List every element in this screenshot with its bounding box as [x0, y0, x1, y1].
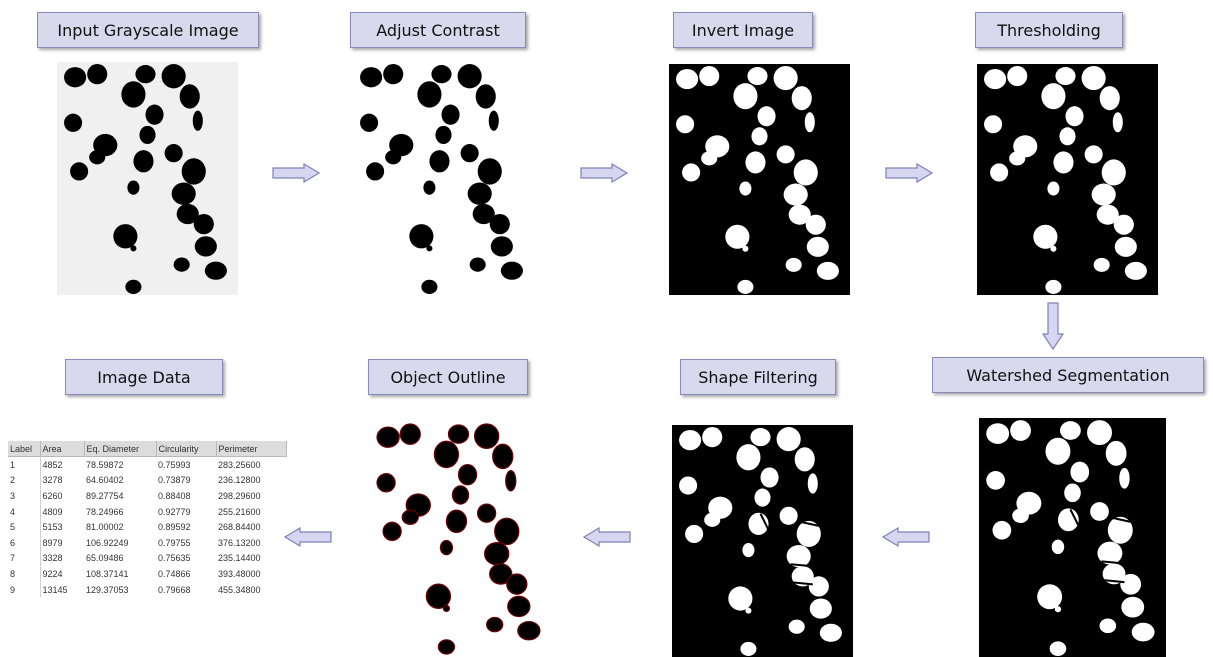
table-cell: 6260	[42, 490, 63, 501]
table-cell: 9	[8, 581, 41, 598]
table-row: 5 5153 81.00002 0.89592 268.84400	[8, 519, 286, 535]
table-cell: 5153	[42, 522, 63, 533]
label-object-outline: Object Outline	[368, 359, 528, 395]
table-cell: 0.79755	[158, 537, 191, 548]
table-header-row: Label Area Eq. Diameter Circularity Peri…	[8, 441, 287, 457]
table-cell: 4852	[42, 459, 63, 470]
table-cell: 0.89592	[158, 522, 191, 533]
table-cell: 1	[8, 456, 41, 473]
image-data-table: Label Area Eq. Diameter Circularity Peri…	[8, 441, 287, 598]
table-cell: 65.09486	[86, 553, 124, 564]
arrow-right-icon	[272, 163, 320, 183]
table-cell: 81.00002	[86, 522, 124, 533]
table-cell: 283.25600	[218, 459, 261, 470]
table-row: 9 13145 129.37053 0.79668 455.34800	[8, 581, 286, 598]
table-cell: 0.75993	[158, 459, 191, 470]
table-cell: 0.92779	[158, 506, 191, 517]
table-cell: 0.74866	[158, 568, 191, 579]
table-cell: 268.84400	[218, 522, 261, 533]
table-cell: 3278	[42, 475, 63, 486]
table-cell: 3328	[42, 553, 63, 564]
label-input-grayscale: Input Grayscale Image	[37, 12, 259, 48]
table-row: 2 3278 64.60402 0.73879 236.12800	[8, 472, 286, 489]
table-cell: 0.73879	[158, 475, 191, 486]
table-cell: 129.37053	[86, 584, 129, 595]
table-row: 3 6260 89.27754 0.88408 298.29600	[8, 488, 286, 504]
table-row: 6 8979 106.92249 0.79755 376.13200	[8, 534, 286, 551]
column-header: Eq. Diameter	[84, 441, 157, 457]
table-cell: 4	[8, 503, 41, 520]
table-cell: 236.12800	[218, 475, 261, 486]
table-cell: 255.21600	[218, 506, 261, 517]
table-cell: 2	[8, 472, 41, 489]
table-cell: 78.59872	[86, 459, 124, 470]
table-cell: 6	[8, 534, 41, 551]
table-cell: 108.37141	[86, 568, 129, 579]
table-cell: 0.79668	[158, 584, 191, 595]
label-shape-filtering: Shape Filtering	[680, 359, 836, 395]
table-cell: 8979	[42, 537, 63, 548]
table-cell: 4809	[42, 506, 63, 517]
arrow-right-icon	[580, 163, 628, 183]
label-adjust-contrast: Adjust Contrast	[350, 12, 526, 48]
panel-input-grayscale	[57, 62, 238, 295]
arrow-right-icon	[885, 163, 933, 183]
label-image-data: Image Data	[65, 359, 223, 395]
table-cell: 89.27754	[86, 490, 124, 501]
table-row: 1 4852 78.59872 0.75993 283.25600	[8, 456, 286, 473]
table-cell: 9224	[42, 568, 63, 579]
column-header: Perimeter	[216, 441, 287, 457]
table-cell: 64.60402	[86, 475, 124, 486]
panel-shape-filtering	[672, 425, 853, 657]
label-watershed-segmentation: Watershed Segmentation	[932, 357, 1204, 393]
panel-thresholding	[977, 64, 1158, 295]
column-header: Area	[40, 441, 85, 457]
arrow-left-icon	[583, 527, 631, 547]
table-cell: 78.24966	[86, 506, 124, 517]
table-cell: 13145	[42, 584, 68, 595]
table-cell: 7	[8, 550, 41, 567]
column-header: Label	[8, 441, 41, 457]
table-cell: 235.14400	[218, 553, 261, 564]
table-row: 4 4809 78.24966 0.92779 255.21600	[8, 503, 286, 520]
table-cell: 376.13200	[218, 537, 261, 548]
table-cell: 393.48000	[218, 568, 261, 579]
table-cell: 8	[8, 566, 41, 582]
table-row: 8 9224 108.37141 0.74866 393.48000	[8, 566, 286, 582]
table-cell: 455.34800	[218, 584, 261, 595]
table-cell: 3	[8, 488, 41, 504]
table-cell: 0.88408	[158, 490, 191, 501]
label-thresholding: Thresholding	[975, 12, 1123, 48]
table-cell: 298.29600	[218, 490, 261, 501]
column-header: Circularity	[156, 441, 217, 457]
arrow-left-icon	[882, 527, 930, 547]
panel-watershed-segmentation	[979, 418, 1166, 657]
table-cell: 106.92249	[86, 537, 129, 548]
panel-object-outline	[370, 422, 551, 655]
panel-adjust-contrast	[353, 62, 534, 295]
table-cell: 5	[8, 519, 41, 535]
arrow-down-icon	[1042, 302, 1064, 350]
label-invert-image: Invert Image	[673, 12, 813, 48]
table-cell: 0.75635	[158, 553, 191, 564]
panel-invert-image	[669, 64, 850, 295]
table-row: 7 3328 65.09486 0.75635 235.14400	[8, 550, 286, 567]
arrow-left-icon	[284, 527, 332, 547]
